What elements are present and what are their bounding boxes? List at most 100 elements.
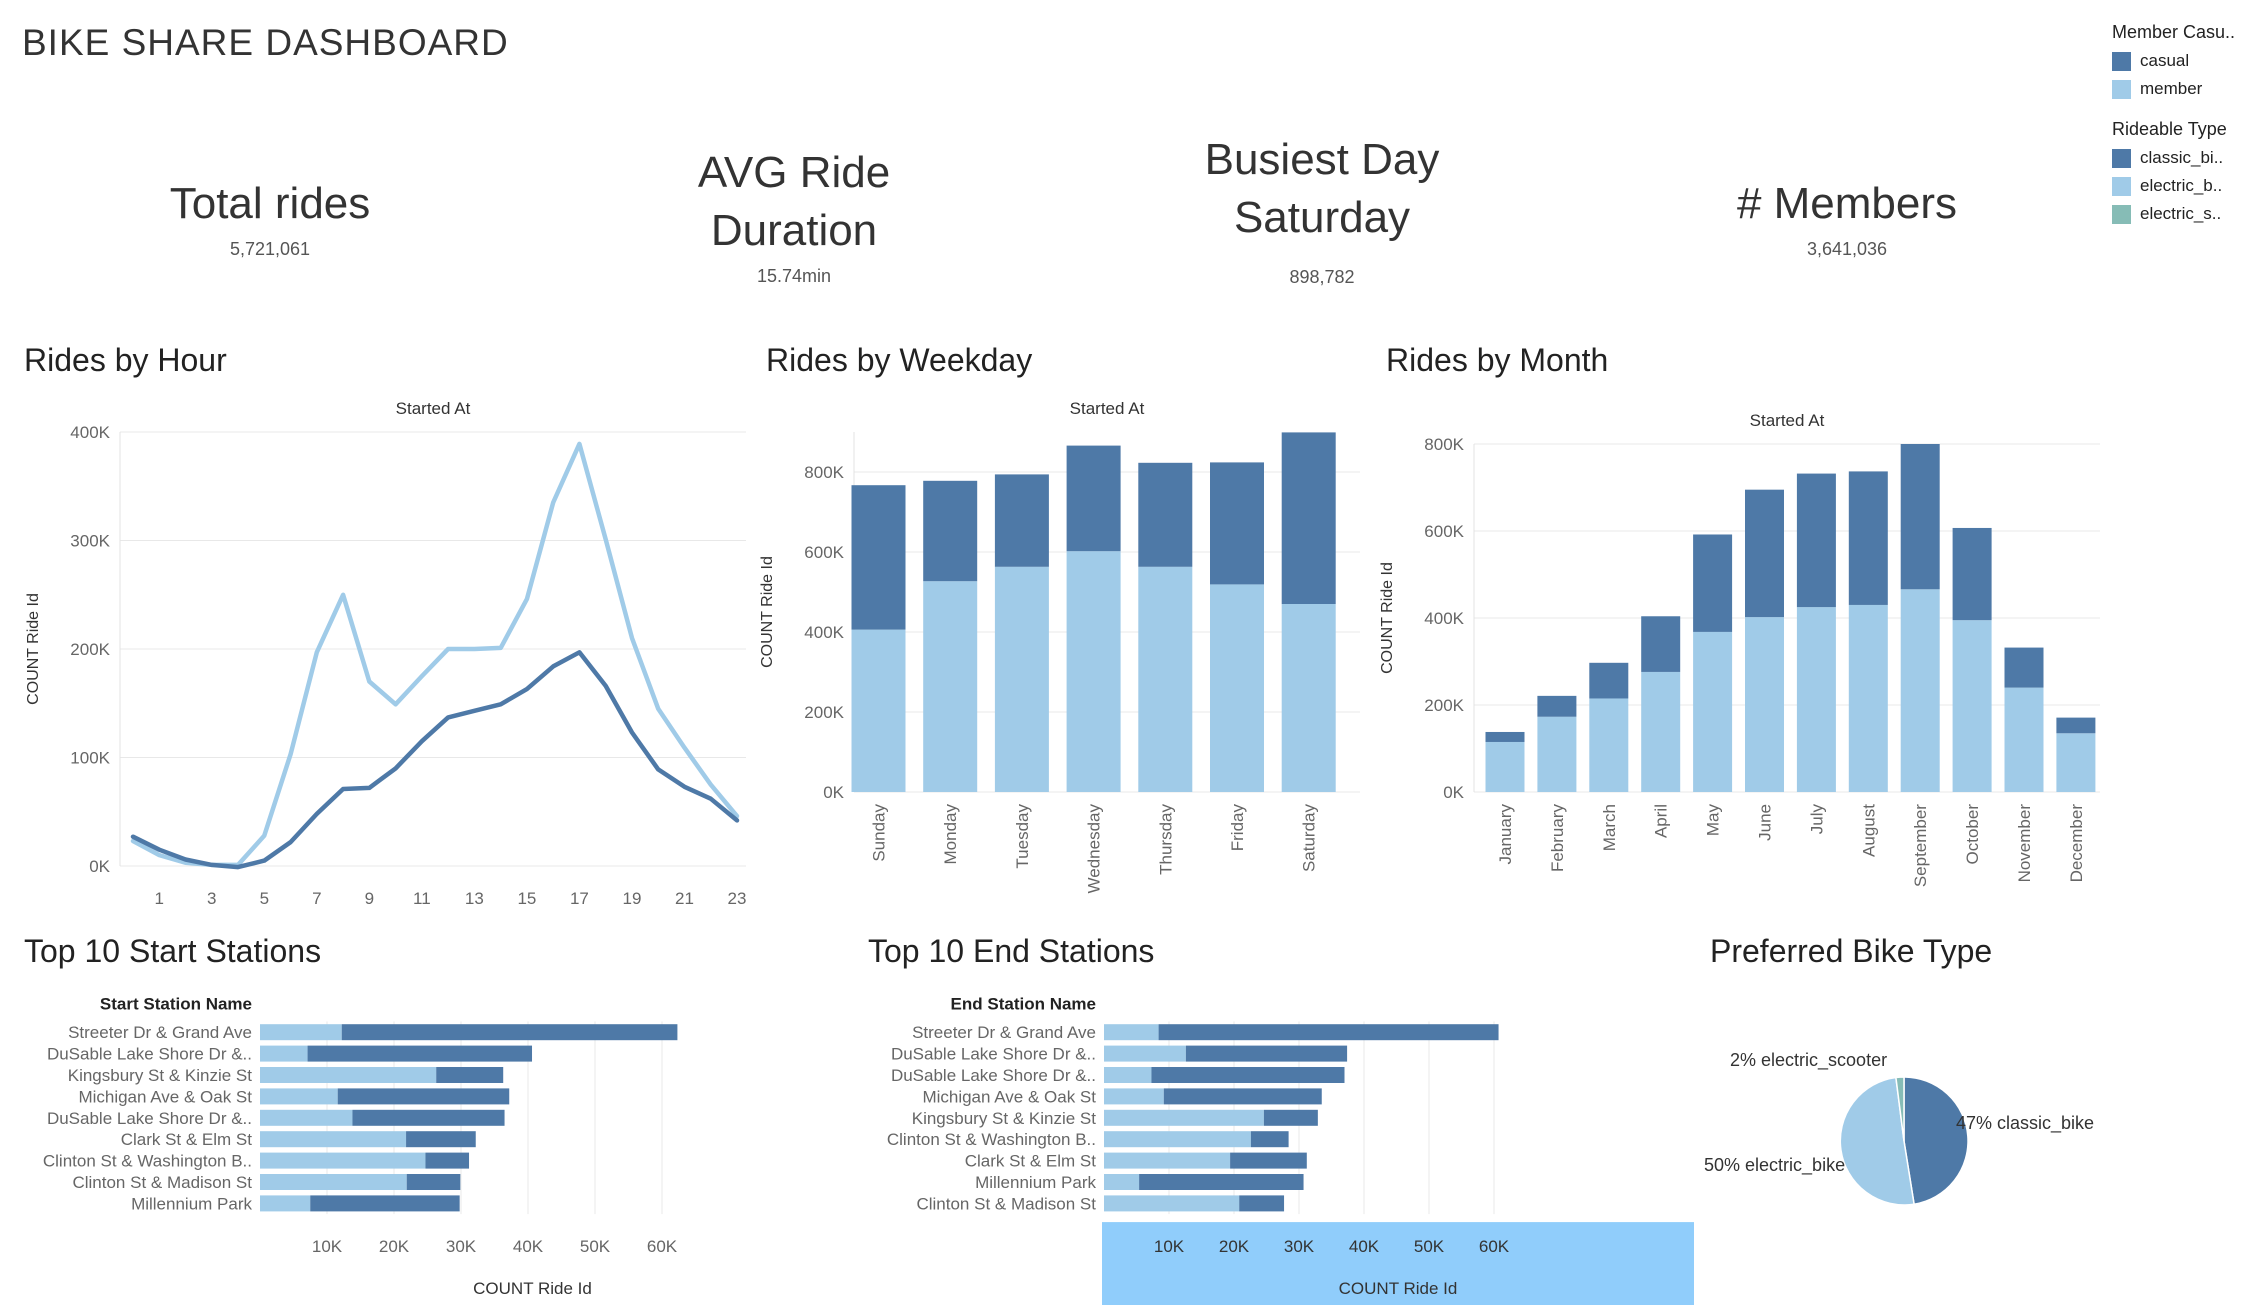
chart-top-end-stations: 10K 20K 30K 40K 50K 60K COUNT Ride Id End Stati… bbox=[887, 995, 1694, 1305]
legend-member-casual: Member Casu.. casual member bbox=[2112, 22, 2249, 99]
hour-xtick-label: 11 bbox=[413, 889, 431, 908]
month-axis-title: Started At bbox=[1750, 411, 1825, 430]
end-row-label: Clark St & Elm St bbox=[965, 1152, 1097, 1171]
start-bar-casual bbox=[406, 1174, 461, 1190]
start-row-label: Clark St & Elm St bbox=[121, 1130, 253, 1149]
weekday-bar-member bbox=[851, 629, 906, 792]
month-xtick-label: March bbox=[1600, 804, 1619, 851]
weekday-ytick-label: 0K bbox=[823, 783, 844, 802]
weekday-ytick-label: 200K bbox=[804, 703, 844, 722]
weekday-axis-title: Started At bbox=[1070, 399, 1145, 418]
kpi-total-rides-title: Total rides bbox=[169, 179, 371, 228]
end-bar-member bbox=[1104, 1195, 1240, 1212]
month-bar-casual bbox=[2056, 717, 2096, 734]
weekday-xtick-label: Friday bbox=[1228, 804, 1247, 852]
start-bar-casual bbox=[436, 1067, 504, 1083]
end-bar-member bbox=[1104, 1131, 1251, 1148]
month-bar-member bbox=[1848, 604, 1888, 792]
start-row-label: Millennium Park bbox=[131, 1194, 252, 1213]
legend-label-electric-bike: electric_b.. bbox=[2140, 176, 2223, 195]
month-bar-casual bbox=[1485, 731, 1525, 742]
weekday-bar-casual bbox=[1210, 462, 1264, 585]
month-bar-member bbox=[1796, 607, 1836, 792]
end-bar-casual bbox=[1158, 1024, 1499, 1041]
start-bar-member bbox=[260, 1131, 407, 1148]
month-xtick-label: April bbox=[1652, 804, 1671, 838]
hour-ytick-label: 300K bbox=[70, 532, 110, 551]
end-row-label: Clinton St & Washington B.. bbox=[887, 1130, 1096, 1149]
month-xtick-label: June bbox=[1756, 804, 1775, 841]
end-bar-casual bbox=[1139, 1174, 1304, 1190]
hour-ytick-label: 0K bbox=[89, 857, 110, 876]
legend-item-electric-bike[interactable]: electric_b.. bbox=[2112, 176, 2249, 196]
kpi-busiest-day-title-2: Saturday bbox=[1233, 193, 1411, 242]
start-row-label: Streeter Dr & Grand Ave bbox=[68, 1023, 252, 1042]
month-ytick-label: 0K bbox=[1443, 783, 1464, 802]
chart-rides-by-month: Started At 0K 200K 400K 600K 800K COUNT Ride I… bbox=[1379, 411, 2100, 887]
month-xtick-label: July bbox=[1807, 804, 1826, 835]
month-bar-member bbox=[2004, 687, 2044, 792]
month-xtick-label: October bbox=[1963, 804, 1982, 865]
month-bar-member bbox=[1537, 716, 1577, 792]
start-xtick-label: 60K bbox=[647, 1237, 678, 1256]
month-bar-member bbox=[1641, 671, 1681, 792]
end-bar-casual bbox=[1263, 1109, 1318, 1126]
end-xtick-label: 60K bbox=[1479, 1237, 1510, 1256]
kpi-avg-duration-title-1: AVG Ride bbox=[697, 148, 891, 197]
legend-item-casual[interactable]: casual bbox=[2112, 51, 2249, 71]
end-bar-member bbox=[1104, 1174, 1140, 1190]
hour-line-member bbox=[130, 441, 740, 868]
month-xtick-label: December bbox=[2067, 804, 2086, 883]
weekday-bar-casual bbox=[1138, 462, 1193, 567]
month-bar-member bbox=[1952, 620, 1992, 792]
month-ytick-label: 200K bbox=[1424, 696, 1464, 715]
section-title-bike-type: Preferred Bike Type bbox=[1710, 933, 1993, 969]
legend-swatch-classic bbox=[2112, 148, 2131, 168]
legend-rideable-type: Rideable Type classic_bi.. electric_b.. … bbox=[2112, 119, 2249, 224]
chart-rides-by-weekday: Started At 0K 200K 400K 600K 800K COUNT Ride I… bbox=[759, 399, 1360, 893]
month-bar-casual bbox=[1848, 471, 1888, 605]
hour-xtick-label: 17 bbox=[570, 889, 589, 908]
kpi-total-rides: Total rides 5,721,061 bbox=[120, 175, 420, 260]
legend-item-classic[interactable]: classic_bi.. bbox=[2112, 148, 2249, 168]
month-bar-member bbox=[1693, 631, 1733, 792]
pie-label-electric-bike: 50% electric_bike bbox=[1704, 1155, 1845, 1176]
weekday-bar-casual bbox=[1281, 432, 1336, 604]
legend-label-classic: classic_bi.. bbox=[2140, 148, 2224, 167]
legend-item-member[interactable]: member bbox=[2112, 79, 2249, 99]
start-xtick-label: 30K bbox=[446, 1237, 477, 1256]
month-xtick-label: February bbox=[1548, 804, 1567, 873]
hour-xtick-label: 9 bbox=[365, 889, 374, 908]
start-bar-casual bbox=[337, 1088, 510, 1105]
start-bar-member bbox=[260, 1174, 407, 1190]
weekday-bar-member bbox=[923, 581, 978, 792]
weekday-bar-member bbox=[994, 566, 1049, 792]
start-bar-casual bbox=[341, 1024, 678, 1041]
end-bar-member bbox=[1104, 1024, 1159, 1041]
start-xtick-label: 50K bbox=[580, 1237, 611, 1256]
start-row-label: Michigan Ave & Oak St bbox=[78, 1087, 252, 1106]
weekday-ylabel: COUNT Ride Id bbox=[759, 556, 776, 668]
month-bar-casual bbox=[1952, 527, 1992, 621]
start-bar-casual bbox=[425, 1152, 470, 1169]
weekday-bar-member bbox=[1281, 604, 1336, 792]
section-title-by-hour: Rides by Hour bbox=[24, 342, 227, 378]
pie-slice-classic_bike bbox=[1903, 1076, 1969, 1206]
chart-top-start-stations: 10K 20K 30K 40K 50K 60K COUNT Ride Id Start Sta… bbox=[43, 995, 678, 1299]
start-xtick-label: 40K bbox=[513, 1237, 544, 1256]
weekday-xtick-label: Sunday bbox=[870, 804, 889, 862]
section-title-top-end: Top 10 End Stations bbox=[868, 933, 1155, 969]
end-row-header: End Station Name bbox=[951, 995, 1096, 1014]
weekday-xtick-label: Monday bbox=[941, 804, 960, 865]
kpi-avg-duration: AVG Ride Duration 15.74min bbox=[644, 144, 944, 287]
kpi-avg-duration-value: 15.74min bbox=[756, 266, 832, 286]
end-row-label: Streeter Dr & Grand Ave bbox=[912, 1023, 1096, 1042]
legend-item-electric-scooter[interactable]: electric_s.. bbox=[2112, 204, 2249, 224]
hour-xtick-label: 3 bbox=[207, 889, 216, 908]
hour-ytick-label: 400K bbox=[70, 423, 110, 442]
end-bar-casual bbox=[1239, 1195, 1285, 1212]
start-row-label: DuSable Lake Shore Dr &.. bbox=[47, 1045, 252, 1064]
end-row-label: Millennium Park bbox=[975, 1173, 1096, 1192]
weekday-bar-member bbox=[1210, 584, 1264, 792]
